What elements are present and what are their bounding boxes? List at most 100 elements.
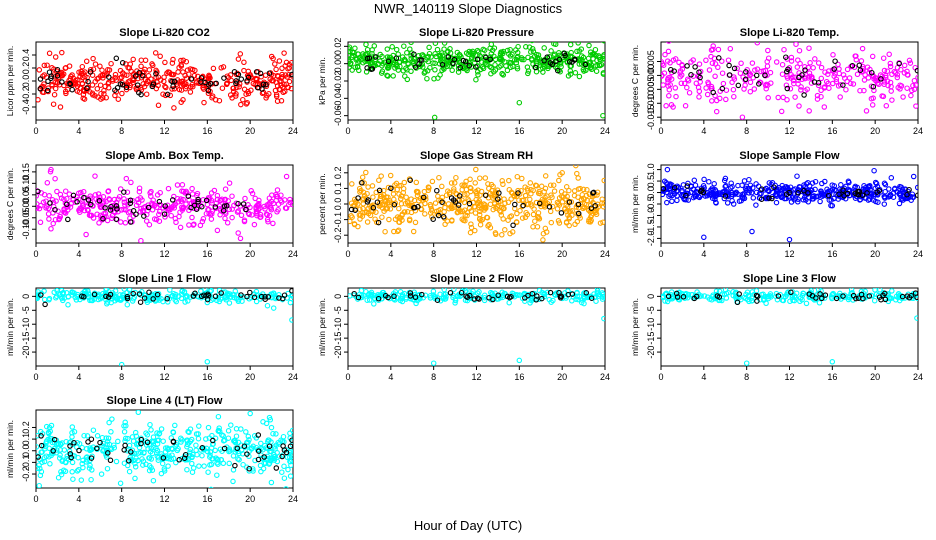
data-point — [711, 181, 717, 187]
data-point — [71, 290, 77, 296]
data-point — [281, 292, 288, 298]
data-point — [95, 94, 101, 100]
data-point — [720, 80, 727, 87]
data-point — [391, 201, 398, 208]
data-point — [179, 182, 186, 188]
data-point — [498, 212, 505, 218]
data-point — [826, 85, 832, 91]
panel-title: Slope Li-820 CO2 — [119, 27, 209, 39]
data-point — [274, 458, 281, 465]
data-point — [780, 94, 786, 101]
data-point — [359, 180, 365, 186]
data-point — [392, 216, 399, 222]
y-axis-label: degrees C per min. — [5, 168, 15, 240]
data-point — [41, 458, 48, 465]
data-point — [542, 194, 548, 201]
data-point — [285, 466, 291, 473]
y-tick-label: -0.06 — [333, 105, 343, 126]
data-point — [47, 200, 53, 206]
data-point — [36, 205, 43, 212]
data-point — [377, 195, 384, 202]
data-point — [588, 295, 595, 301]
data-point — [871, 297, 878, 304]
data-point — [817, 291, 823, 297]
data-point — [67, 443, 73, 449]
data-point — [882, 74, 889, 81]
data-point — [703, 85, 709, 91]
data-point — [377, 193, 384, 200]
data-point — [822, 292, 829, 298]
data-point — [566, 187, 572, 194]
data-point — [57, 191, 64, 198]
data-point — [428, 203, 434, 209]
data-point — [189, 214, 195, 221]
data-point — [252, 457, 258, 464]
data-point — [482, 57, 488, 63]
data-point — [831, 66, 837, 72]
y-axis-label: ml/min per min. — [5, 298, 15, 356]
data-point — [461, 191, 468, 198]
data-point — [713, 288, 720, 294]
data-point — [514, 210, 520, 217]
data-point — [223, 81, 230, 88]
data-point — [389, 44, 395, 50]
data-point — [566, 59, 573, 65]
data-point — [810, 65, 816, 71]
data-point — [247, 410, 253, 417]
data-point — [106, 196, 112, 202]
data-point — [69, 469, 75, 475]
data-point — [455, 204, 462, 211]
data-point — [229, 214, 235, 221]
data-point — [475, 187, 481, 193]
data-point — [230, 478, 236, 485]
data-point — [185, 193, 192, 199]
data-point — [253, 288, 260, 295]
data-point — [170, 429, 177, 436]
data-point — [103, 435, 109, 441]
data-point — [775, 293, 782, 299]
data-point — [183, 75, 190, 81]
data-point — [747, 72, 753, 79]
data-point — [161, 468, 168, 474]
data-point — [439, 61, 446, 68]
data-point — [750, 185, 756, 191]
data-point — [796, 103, 802, 109]
data-point — [522, 192, 529, 199]
data-point — [272, 61, 278, 67]
data-point — [741, 195, 748, 202]
data-point — [487, 56, 493, 63]
data-point — [705, 79, 711, 86]
data-point — [738, 60, 744, 67]
x-tick-label: 0 — [345, 126, 350, 136]
data-point — [170, 203, 176, 209]
data-point — [463, 293, 469, 299]
y-tick-label: -0.005 — [646, 77, 656, 103]
data-point — [76, 447, 82, 454]
data-point — [122, 202, 128, 208]
data-point — [101, 447, 107, 454]
data-point — [233, 426, 240, 432]
data-point — [145, 73, 152, 79]
data-point — [725, 57, 732, 63]
data-point — [156, 218, 163, 224]
data-point — [879, 93, 885, 99]
data-point — [180, 69, 186, 75]
data-point — [86, 294, 92, 301]
data-point — [795, 196, 801, 202]
data-point — [488, 64, 494, 71]
data-point — [348, 58, 352, 65]
data-point — [238, 442, 244, 448]
data-point — [534, 293, 540, 299]
data-point — [525, 70, 531, 77]
x-tick-label: 0 — [33, 249, 38, 259]
data-point — [567, 42, 574, 48]
data-point — [859, 45, 866, 52]
data-point — [548, 48, 554, 54]
data-point — [45, 78, 51, 85]
data-point — [99, 72, 106, 78]
data-point — [747, 79, 754, 86]
panel-title: Slope Line 1 Flow — [118, 273, 211, 285]
data-point — [382, 228, 388, 235]
data-point — [150, 62, 156, 69]
